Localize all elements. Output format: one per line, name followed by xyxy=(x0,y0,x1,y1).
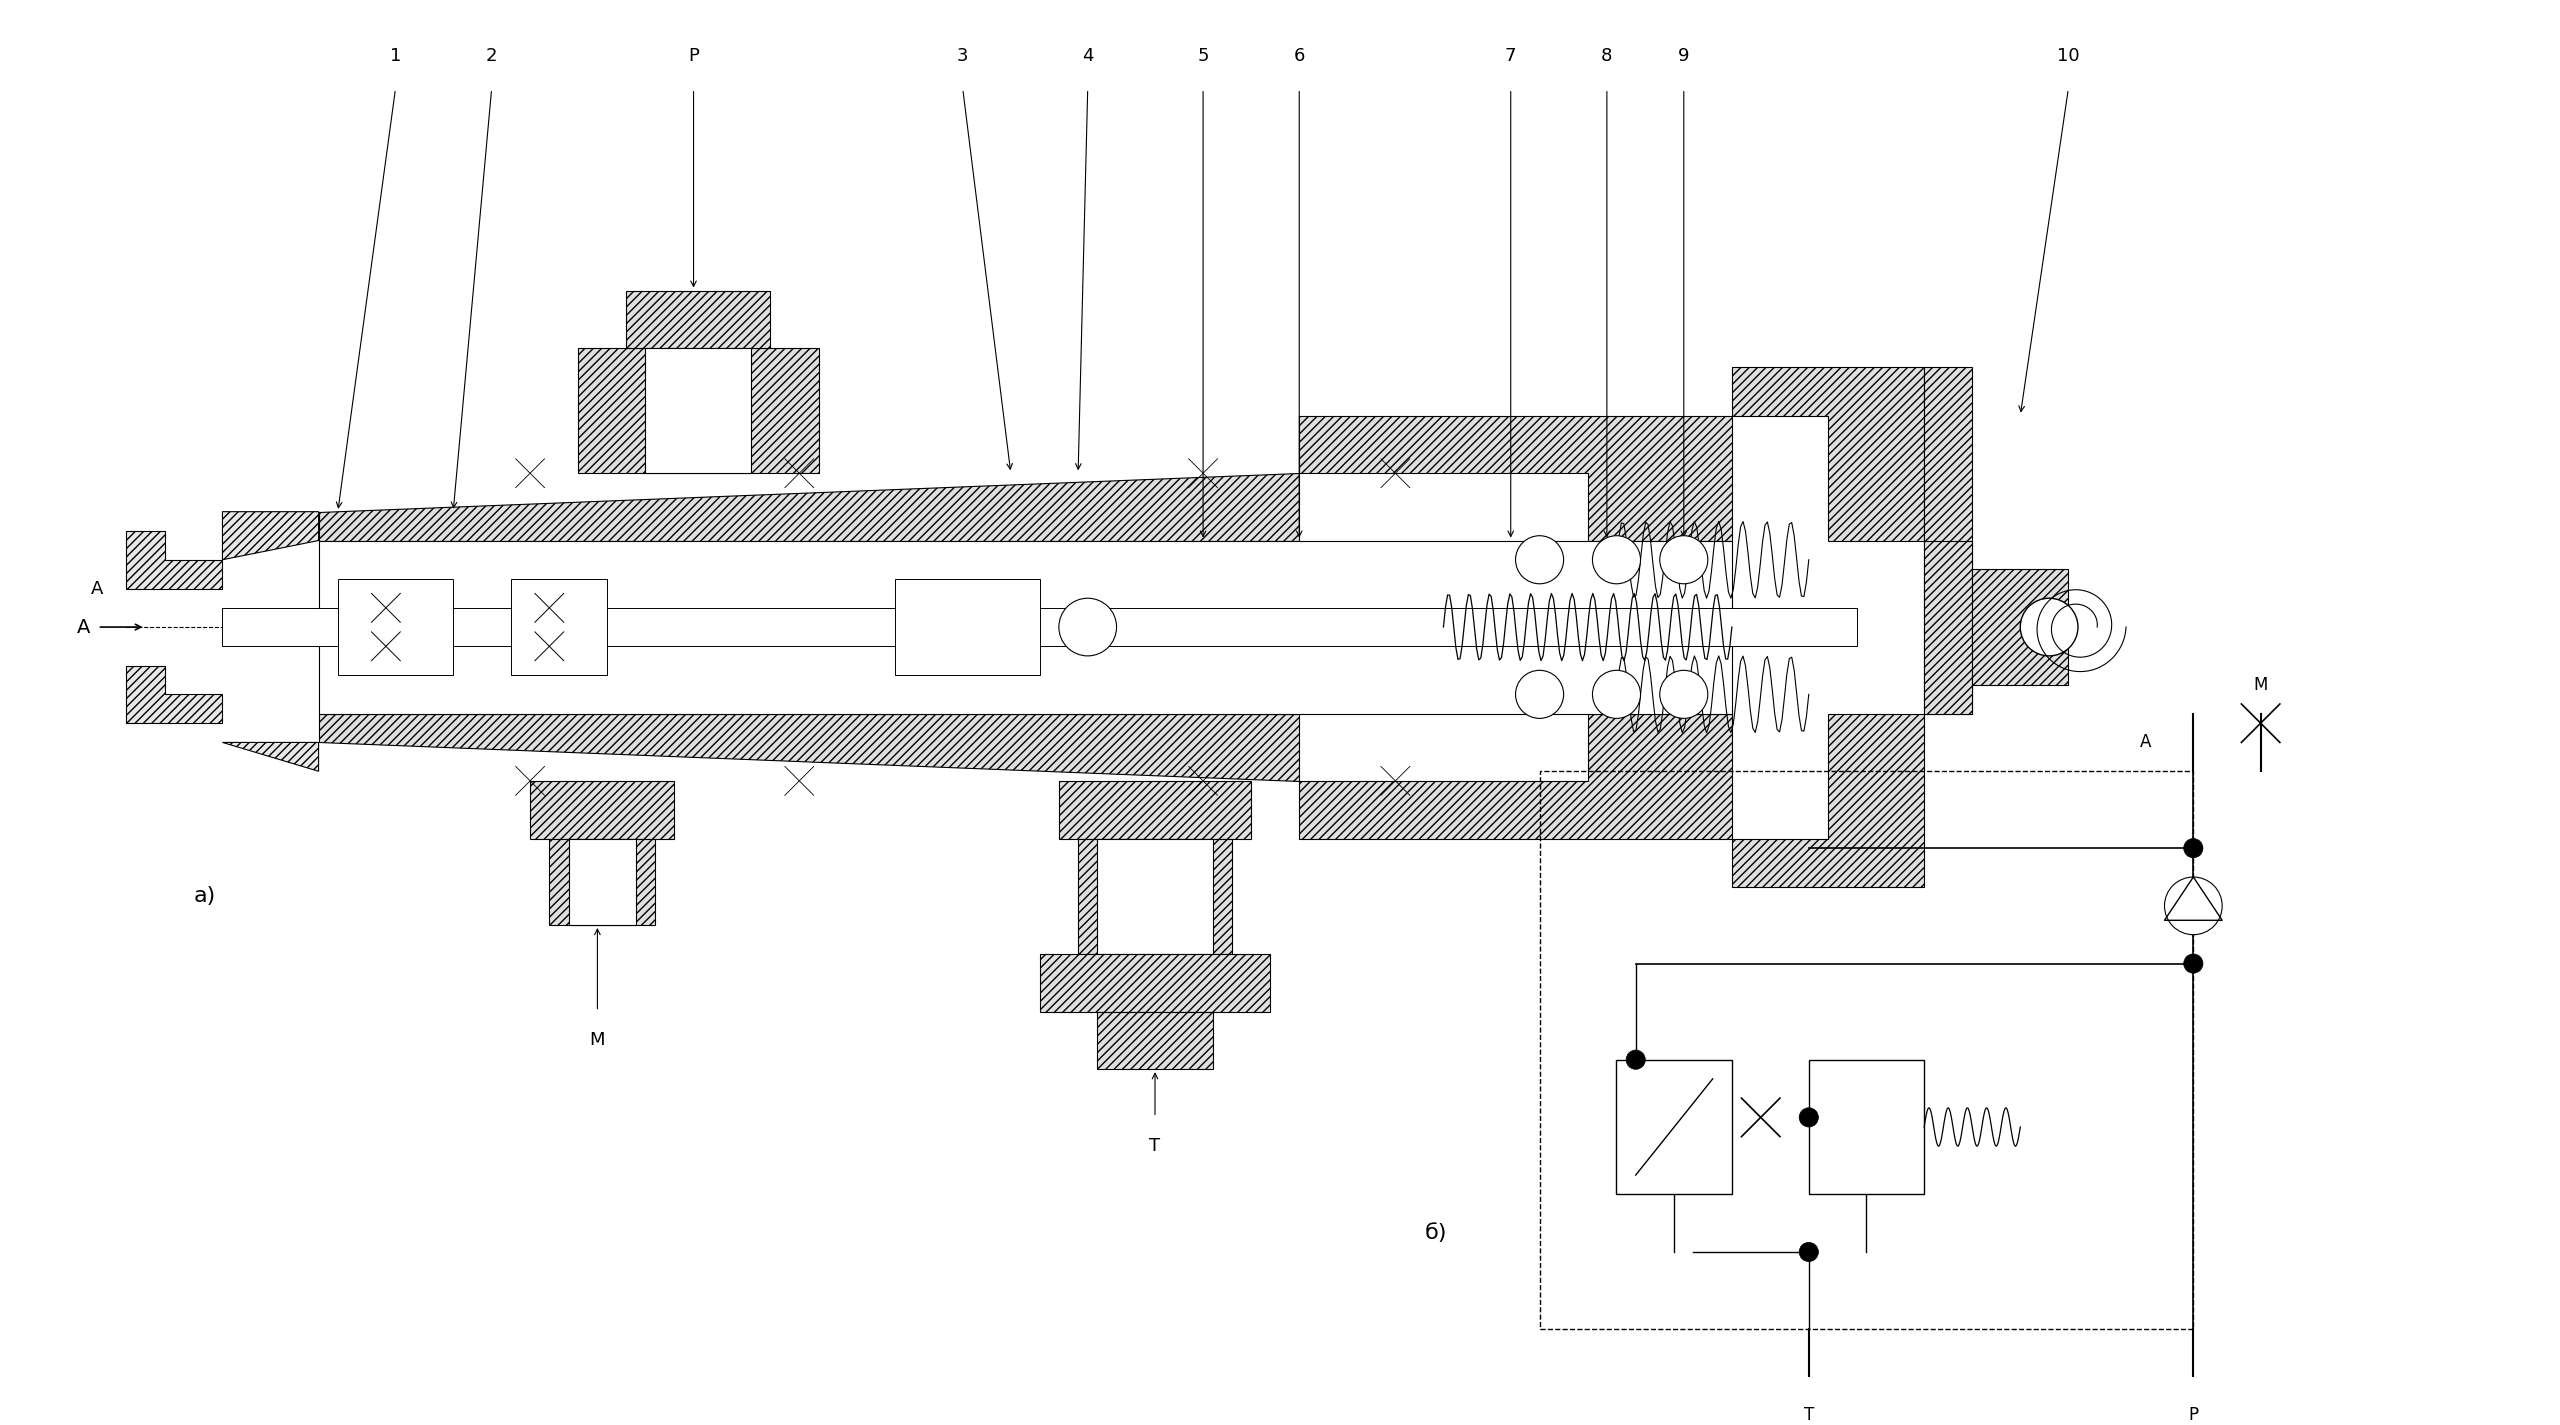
Text: Р: Р xyxy=(689,47,699,64)
Polygon shape xyxy=(1733,368,1925,540)
Polygon shape xyxy=(1925,368,1971,714)
Text: 3: 3 xyxy=(957,47,968,64)
Bar xyxy=(645,348,750,473)
Polygon shape xyxy=(1039,953,1270,1012)
Polygon shape xyxy=(1060,781,1252,838)
Text: P: P xyxy=(2189,1406,2199,1424)
Polygon shape xyxy=(1971,570,2068,685)
Text: М: М xyxy=(589,1030,604,1049)
Text: А: А xyxy=(77,617,90,637)
Text: А: А xyxy=(92,580,102,597)
Text: 10: 10 xyxy=(2058,47,2079,64)
Text: 6: 6 xyxy=(1293,47,1306,64)
Text: 4: 4 xyxy=(1083,47,1093,64)
Polygon shape xyxy=(317,714,1733,838)
Polygon shape xyxy=(550,838,655,925)
Polygon shape xyxy=(223,512,317,560)
Text: а): а) xyxy=(195,886,215,906)
Circle shape xyxy=(1800,1107,1818,1127)
Text: 7: 7 xyxy=(1505,47,1516,64)
Bar xyxy=(568,838,635,925)
Polygon shape xyxy=(223,742,317,771)
Circle shape xyxy=(1516,670,1564,718)
Circle shape xyxy=(2020,598,2079,656)
Bar xyxy=(512,579,607,675)
Circle shape xyxy=(2184,838,2204,858)
Circle shape xyxy=(1659,536,1708,584)
Circle shape xyxy=(1592,536,1641,584)
Polygon shape xyxy=(530,781,673,838)
Circle shape xyxy=(2184,953,2204,973)
Text: M: M xyxy=(2253,677,2268,694)
Circle shape xyxy=(1800,1243,1818,1261)
Bar xyxy=(1098,838,1213,953)
Polygon shape xyxy=(1098,1012,1213,1069)
Circle shape xyxy=(1626,1050,1646,1069)
Polygon shape xyxy=(125,665,223,724)
Text: A: A xyxy=(2140,734,2150,751)
Circle shape xyxy=(1592,670,1641,718)
Circle shape xyxy=(1659,670,1708,718)
Polygon shape xyxy=(1925,540,1971,714)
Text: 1: 1 xyxy=(389,47,402,64)
Circle shape xyxy=(2166,876,2222,935)
Bar xyxy=(223,608,1856,647)
Bar xyxy=(338,579,453,675)
Bar xyxy=(1810,1060,1925,1194)
Text: 8: 8 xyxy=(1600,47,1613,64)
Bar xyxy=(1615,1060,1733,1194)
Text: T: T xyxy=(1805,1406,1815,1424)
Bar xyxy=(896,579,1039,675)
Circle shape xyxy=(1060,598,1116,656)
Text: 5: 5 xyxy=(1198,47,1208,64)
Circle shape xyxy=(1516,536,1564,584)
Polygon shape xyxy=(579,348,819,473)
Polygon shape xyxy=(627,291,771,348)
Polygon shape xyxy=(1078,838,1231,953)
Polygon shape xyxy=(317,416,1733,540)
Bar xyxy=(1539,771,2194,1330)
Text: 9: 9 xyxy=(1677,47,1690,64)
Text: б): б) xyxy=(1423,1223,1446,1243)
Bar xyxy=(317,540,1733,714)
Text: 2: 2 xyxy=(486,47,497,64)
Text: Т: Т xyxy=(1149,1137,1160,1154)
Polygon shape xyxy=(1733,714,1925,886)
Polygon shape xyxy=(125,532,223,589)
